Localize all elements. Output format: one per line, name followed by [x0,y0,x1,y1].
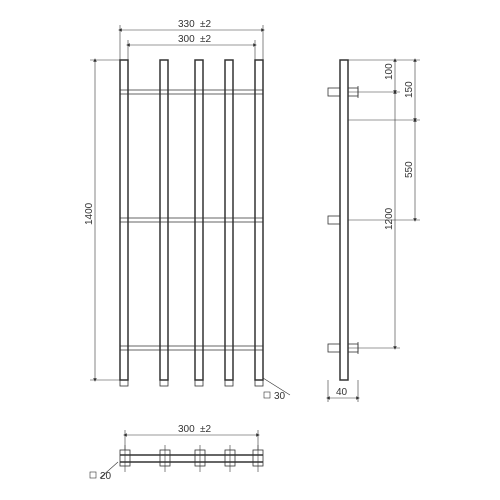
technical-drawing: 330 ±2 300 ±2 1400 30 100 [0,0,500,500]
dim-label: 300 [178,424,195,435]
dim-profile-20: 20 [90,462,118,482]
front-view [120,60,263,386]
top-view [120,445,263,472]
dim-tol: ±2 [200,34,211,45]
dim-label: 1400 [84,202,95,225]
dim-height-1400: 1400 [84,60,120,380]
dim-top-300: 300 ±2 [125,424,258,450]
dim-side-550: 550 [404,120,415,220]
dim-profile-30: 30 [263,378,290,402]
dim-label: 100 [384,63,395,80]
dim-width-300: 300 ±2 [128,34,255,60]
dim-tol: ±2 [200,424,211,435]
dim-label: 20 [100,471,112,482]
dim-label: 30 [274,391,286,402]
dim-side-150: 150 [404,60,415,120]
dim-label: 1200 [384,207,395,230]
dim-label: 550 [404,161,415,178]
dim-depth-40: 40 [328,380,358,402]
dim-label: 300 [178,34,195,45]
dim-label: 330 [178,19,195,30]
dim-label: 40 [336,387,348,398]
dim-label: 150 [404,81,415,98]
dim-tol: ±2 [200,19,211,30]
dim-side-100: 100 [384,60,395,92]
